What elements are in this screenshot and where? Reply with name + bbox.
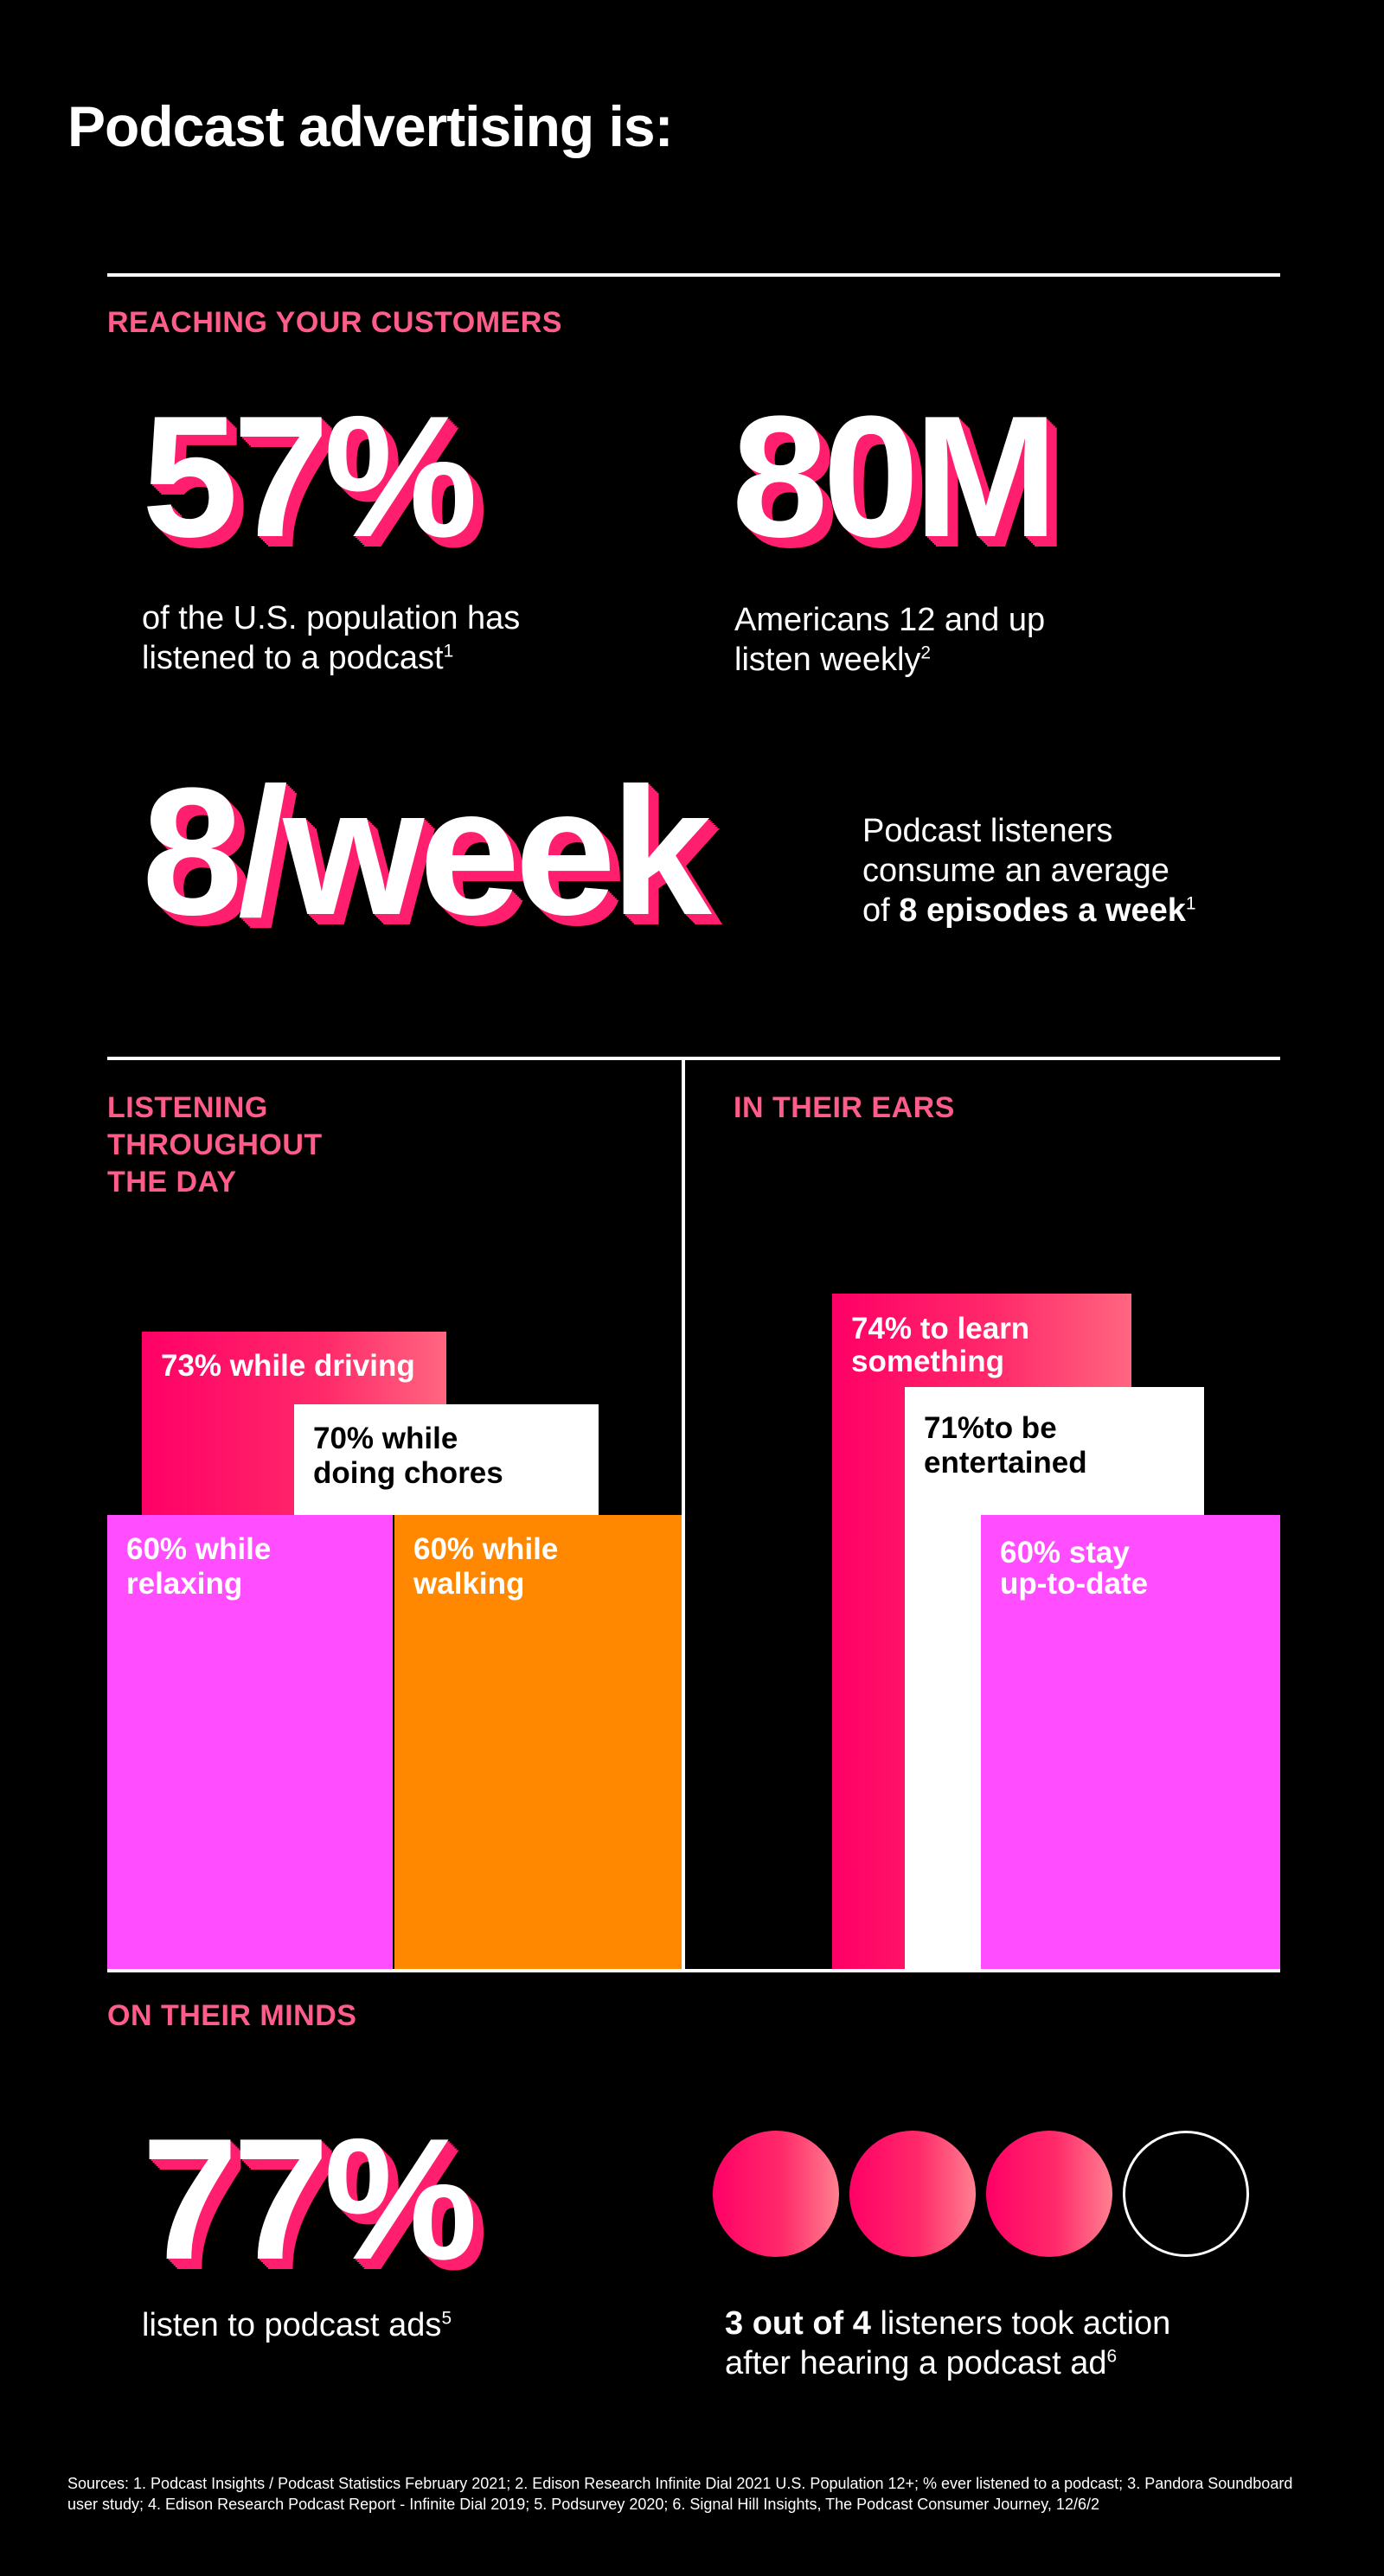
relaxing-line1: 60% while: [126, 1532, 375, 1567]
stat-57-percent: 57%: [142, 380, 477, 573]
footnote-2: 2: [920, 642, 932, 663]
stat-57-line1: of the U.S. population has: [142, 600, 521, 636]
stat-80m-description: Americans 12 and up listen weekly2: [734, 600, 1045, 680]
entertained-line1: 71%to be: [924, 1411, 1057, 1445]
relaxing-line2: relaxing: [126, 1567, 243, 1601]
action-bold: 3 out of 4: [725, 2305, 871, 2342]
footnote-6: 6: [1106, 2346, 1118, 2367]
section-label-minds: ON THEIR MINDS: [107, 1999, 357, 2032]
stat-77-line1: listen to podcast ads: [142, 2307, 442, 2343]
stat-8-week-line1: Podcast listeners: [862, 813, 1113, 849]
footnote-5: 5: [441, 2308, 452, 2329]
action-line2-wrap: after hearing a podcast ad6: [725, 2343, 1170, 2383]
section-label-listening: LISTENING THROUGHOUT THE DAY: [107, 1090, 323, 1201]
page-title: Podcast advertising is:: [67, 94, 674, 158]
listener-circle-empty: [1123, 2131, 1249, 2257]
sources-footnote: Sources: 1. Podcast Insights / Podcast S…: [67, 2475, 1293, 2513]
action-rest: listeners took action: [870, 2305, 1171, 2342]
walking-pct: 60%: [413, 1532, 475, 1566]
listener-circle-filled-3: [986, 2131, 1112, 2257]
action-description: 3 out of 4 listeners took action after h…: [725, 2304, 1170, 2383]
divider-bottom: [107, 1969, 1280, 1972]
stat-80m-line2: listen weekly: [734, 642, 921, 678]
listening-label-line3: THE DAY: [107, 1166, 237, 1199]
stat-8-per-week: 8/week: [142, 750, 712, 953]
box-relaxing: 60% while relaxing: [107, 1515, 394, 1972]
listening-label-line1: LISTENING: [107, 1091, 268, 1124]
relaxing-pct: 60%: [126, 1532, 188, 1566]
box-chores: 70% while doing chores: [294, 1404, 599, 1515]
footnote-1: 1: [443, 641, 454, 662]
footnote-1b: 1: [1185, 893, 1196, 914]
learn-line2: something: [851, 1345, 1004, 1378]
stat-8-week-line3: of 8 episodes a week1: [862, 891, 1196, 930]
stat-8-week-line3-pre: of: [862, 892, 900, 929]
action-line1: 3 out of 4 listeners took action: [725, 2304, 1170, 2343]
stat-80m-line1: Americans 12 and up: [734, 602, 1046, 638]
stat-77-percent: 77%: [142, 2103, 477, 2296]
stat-57-line2: listened to a podcast: [142, 640, 444, 676]
driving-text: while driving: [229, 1349, 415, 1383]
stat-8-week-line2: consume an average: [862, 853, 1169, 889]
listener-circle-filled-2: [849, 2131, 976, 2257]
divider-top: [107, 273, 1280, 277]
section-label-reaching: REACHING YOUR CUSTOMERS: [107, 306, 562, 339]
box-up-to-date: 60% stay up-to-date: [981, 1515, 1280, 1972]
stat-8-week-line3-bold: 8 episodes a week: [899, 892, 1186, 929]
up-to-date-line2: up-to-date: [1000, 1567, 1149, 1601]
divider-middle: [107, 1057, 1280, 1060]
section-label-ears: IN THEIR EARS: [734, 1091, 955, 1124]
divider-vertical: [682, 1057, 685, 1972]
stat-77-description: listen to podcast ads5: [142, 2305, 452, 2345]
listener-circle-filled-1: [713, 2131, 839, 2257]
learn-line1: 74% to learn: [851, 1312, 1030, 1346]
stat-57-line2-wrap: listened to a podcast1: [142, 638, 520, 678]
box-walking: 60% while walking: [394, 1515, 682, 1972]
action-line2: after hearing a podcast ad: [725, 2345, 1107, 2381]
relaxing-text1: while: [195, 1532, 272, 1566]
stat-80m: 80M: [732, 380, 1058, 573]
listening-label-line2: THROUGHOUT: [107, 1128, 323, 1161]
chores-pct: 70%: [313, 1422, 375, 1455]
walking-line1: 60% while: [413, 1532, 663, 1567]
box-separator: [393, 1515, 394, 1972]
stat-80m-line2-wrap: listen weekly2: [734, 640, 1045, 680]
walking-text1: while: [482, 1532, 559, 1566]
walking-line2: walking: [413, 1567, 525, 1601]
driving-pct: 73%: [161, 1349, 222, 1383]
chores-line2: doing chores: [313, 1456, 503, 1490]
stat-57-description: of the U.S. population has listened to a…: [142, 598, 520, 678]
stat-8-week-description: Podcast listeners consume an average of …: [862, 811, 1196, 930]
chores-text1: while: [381, 1422, 458, 1455]
up-to-date-line1: 60% stay: [1000, 1536, 1130, 1569]
entertained-line2: entertained: [924, 1446, 1087, 1480]
chores-line1: 70% while: [313, 1422, 580, 1456]
